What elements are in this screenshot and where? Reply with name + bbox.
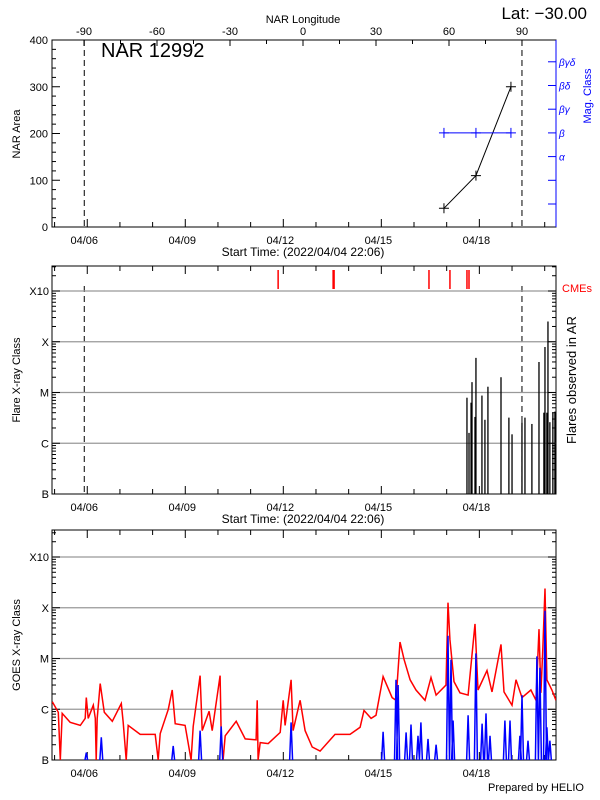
mag-class-tick-label: α [559,153,565,164]
x-tick-label: 04/12 [267,768,295,780]
panel2-xlabel: Start Time: (2022/04/04 22:06) [222,512,385,526]
y-tick-label: X [42,603,50,615]
plot-layer: 04/06 04/09 04/12 04/15 04/18 04/06 04/09 04/12… [29,26,575,780]
y-tick-label: C [41,704,49,716]
mag-class-tick-label: βγ [558,105,571,116]
x-tick-label: 04/15 [365,768,393,780]
longitude-tick-label: -90 [76,26,92,38]
x-tick-label: 04/09 [169,502,197,514]
prepared-by-label: Prepared by HELIO [488,782,584,794]
y-tick-label: C [41,438,49,450]
x-tick-label: 04/15 [365,502,393,514]
panel2-y2label: Flares observed in AR [564,316,579,444]
x-tick-label: 04/18 [463,768,491,780]
mag-class-data-point [438,127,449,138]
longitude-tick-label: -60 [149,26,165,38]
longitude-tick-label: -30 [222,26,238,38]
region-title: NAR 12992 [101,40,204,62]
mag-class-data-point [470,127,481,138]
y-tick-label: X [42,337,50,349]
goes-short-series-line [84,610,553,760]
x-tick-label: 04/06 [70,768,98,780]
x-tick-label: 04/09 [169,768,197,780]
panel1-xlabel: Start Time: (2022/04/04 22:06) [222,245,385,259]
y-tick-label: B [42,489,49,501]
x-tick-label: 04/18 [463,502,491,514]
longitude-tick-label: 30 [370,26,382,38]
area-data-point [470,170,481,181]
mag-class-tick-label: β [558,129,565,140]
area-series-line [443,86,512,209]
area-tick-label: 100 [30,175,48,187]
panel1-ylabel: NAR Area [11,109,23,159]
y-tick-label: B [42,755,49,767]
panel3-ylabel: GOES X-ray Class [11,599,23,691]
y-tick-label: M [40,388,49,400]
x-tick-label: 04/06 [70,235,98,247]
y-tick-label: X10 [29,552,49,564]
panel1-frame [51,39,557,228]
mag-class-tick-label: βδ [558,82,571,93]
area-tick-label: 200 [30,129,48,141]
area-data-point [505,81,516,92]
area-tick-label: 400 [30,35,48,47]
x-tick-label: 04/12 [267,502,295,514]
mag-class-data-point [505,127,516,138]
x-tick-label: 04/12 [267,235,295,247]
panel2-frame [51,265,557,495]
area-tick-label: 300 [30,82,48,94]
longitude-tick-label: 90 [516,26,528,38]
y-tick-label: M [40,654,49,666]
top-axis-label: NAR Longitude [266,14,341,26]
area-data-point [438,203,449,214]
x-tick-label: 04/18 [463,235,491,247]
longitude-tick-label: 60 [443,26,455,38]
area-tick-label: 0 [42,222,48,234]
mag-class-tick-label: βγδ [558,58,576,69]
x-tick-label: 04/09 [169,235,197,247]
y-tick-label: X10 [29,286,49,298]
cme-label: CMEs [562,283,592,295]
goes-long-series-line [52,588,556,760]
x-tick-label: 04/15 [365,235,393,247]
panel3-frame [51,529,557,761]
longitude-tick-label: 0 [300,26,306,38]
panel2-ylabel: Flare X-ray Class [11,337,23,422]
panel1-y2label: Mag. Class [582,68,594,124]
x-tick-label: 04/06 [70,502,98,514]
latitude-label: Lat: −30.00 [501,4,587,23]
